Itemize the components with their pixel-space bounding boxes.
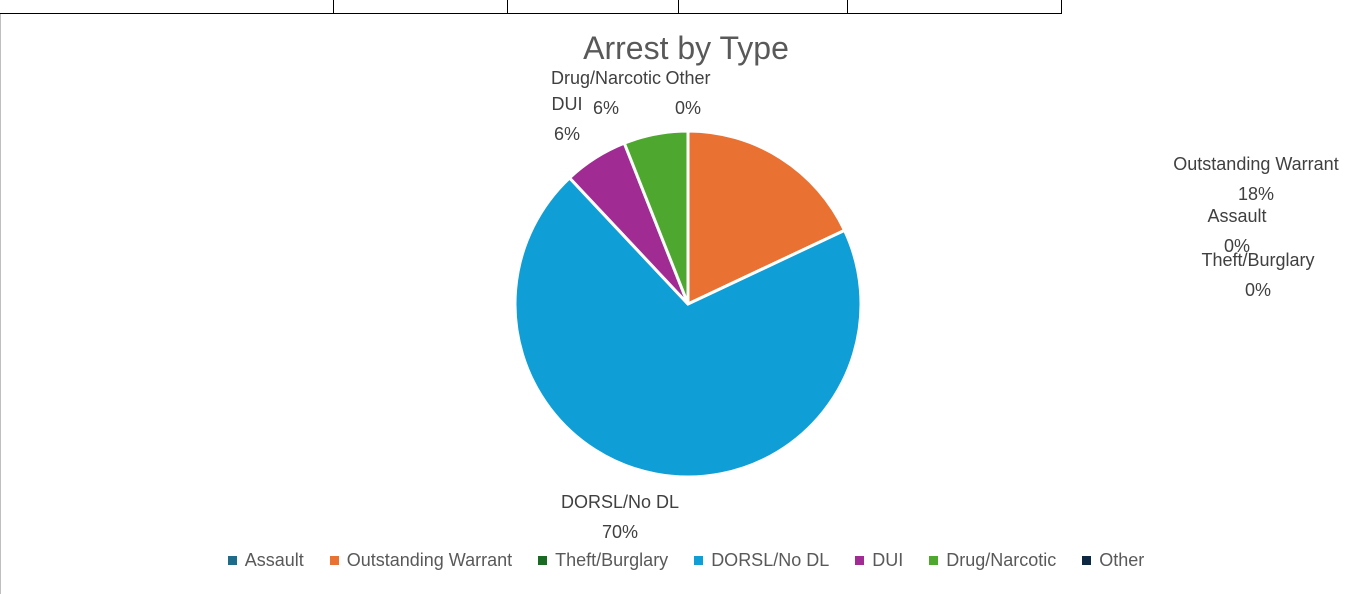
data-label-category: DUI <box>552 94 583 114</box>
pie-slice <box>513 175 863 479</box>
data-label-category: DORSL/No DL <box>561 492 679 512</box>
legend-swatch <box>329 555 339 565</box>
data-label-percent: 70% <box>602 522 638 542</box>
data-label-category: Outstanding Warrant <box>1173 154 1338 174</box>
data-label-percent: 6% <box>593 98 619 118</box>
pie-slice <box>686 129 847 307</box>
legend-swatch <box>1082 555 1092 565</box>
legend-item: Theft/Burglary <box>538 550 668 571</box>
data-label-percent: 0% <box>1224 236 1250 256</box>
legend-label: Drug/Narcotic <box>946 549 1057 570</box>
legend-item: Drug/Narcotic <box>929 550 1056 571</box>
chart-title: Arrest by Type <box>583 30 789 66</box>
chart-border <box>0 14 1 594</box>
pie-slice <box>622 129 690 305</box>
legend-label: Theft/Burglary <box>555 549 669 570</box>
legend-swatch <box>855 555 865 565</box>
legend-item: Other <box>1082 550 1144 571</box>
data-label-category: Other <box>665 68 710 88</box>
legend-label: Outstanding Warrant <box>346 549 513 570</box>
data-label-category: Theft/Burglary <box>1201 250 1314 270</box>
legend-swatch <box>694 555 704 565</box>
legend-item: Assault <box>227 549 304 571</box>
data-label-percent: 0% <box>675 98 701 118</box>
legend-swatch <box>227 555 237 565</box>
data-label-percent: 0% <box>1245 280 1271 300</box>
data-label-category: Drug/Narcotic <box>551 68 661 88</box>
data-label-percent: 18% <box>1238 184 1274 204</box>
data-label-category: Assault <box>1207 206 1266 226</box>
legend-label: DORSL/No DL <box>711 549 830 570</box>
data-label-percent: 6% <box>554 124 580 144</box>
legend-item: DUI <box>855 550 903 571</box>
legend-swatch <box>538 555 548 565</box>
legend-label: Other <box>1099 549 1145 570</box>
legend-item: Outstanding Warrant <box>329 549 513 571</box>
legend-label: Assault <box>244 549 304 570</box>
legend-swatch <box>929 555 939 565</box>
legend-item: DORSL/No DL <box>694 550 829 571</box>
spreadsheet-cell-row <box>0 0 1062 14</box>
chart-legend: Assault Outstanding Warrant Theft/Burglary… <box>0 547 1372 573</box>
legend-label: DUI <box>872 549 904 570</box>
